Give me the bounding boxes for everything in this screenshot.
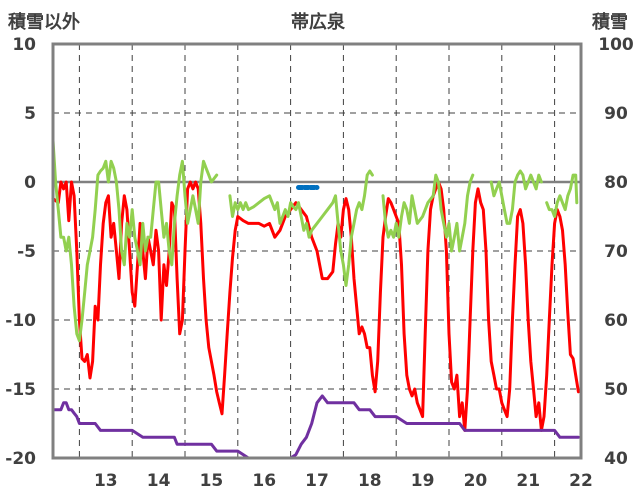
series-line-0 [51, 180, 580, 432]
series-line-3 [381, 173, 475, 253]
x-tick-label: 14 [147, 471, 171, 491]
left-tick-label: -15 [5, 380, 36, 400]
x-tick-label: 13 [94, 471, 118, 491]
left-tick-label: -10 [5, 311, 36, 331]
x-tick-label: 17 [305, 471, 329, 491]
series-line-6 [51, 394, 580, 460]
chart-title: 帯広泉 [291, 11, 346, 33]
left-tick-label: 5 [24, 104, 36, 124]
right-axis-label: 積雪 [591, 11, 628, 33]
right-tick-label: 60 [604, 311, 628, 331]
series-line-5 [545, 173, 579, 218]
right-tick-label: 100 [598, 35, 634, 55]
right-tick-label: 80 [604, 173, 628, 193]
x-tick-label: 22 [569, 471, 593, 491]
plot-frame [51, 42, 583, 460]
right-tick-label: 50 [604, 380, 628, 400]
grid [53, 44, 581, 458]
left-tick-label: 10 [12, 35, 36, 55]
left-tick-label: -5 [17, 242, 36, 262]
series-layer [51, 139, 580, 460]
x-tick-label: 19 [411, 471, 435, 491]
left-tick-label: -20 [5, 449, 36, 469]
left-tick-label: 0 [24, 173, 36, 193]
series-line-1 [51, 139, 219, 343]
x-tick-label: 20 [464, 471, 488, 491]
x-tick-label: 21 [516, 471, 540, 491]
left-axis-label: 積雪以外 [7, 11, 80, 33]
right-tick-label: 70 [604, 242, 628, 262]
x-tick-label: 15 [200, 471, 224, 491]
series-line-2 [228, 169, 374, 287]
right-tick-label: 90 [604, 104, 628, 124]
series-line-4 [489, 169, 543, 225]
x-tick-label: 16 [252, 471, 276, 491]
x-tick-label: 18 [358, 471, 382, 491]
right-tick-label: 40 [604, 449, 628, 469]
